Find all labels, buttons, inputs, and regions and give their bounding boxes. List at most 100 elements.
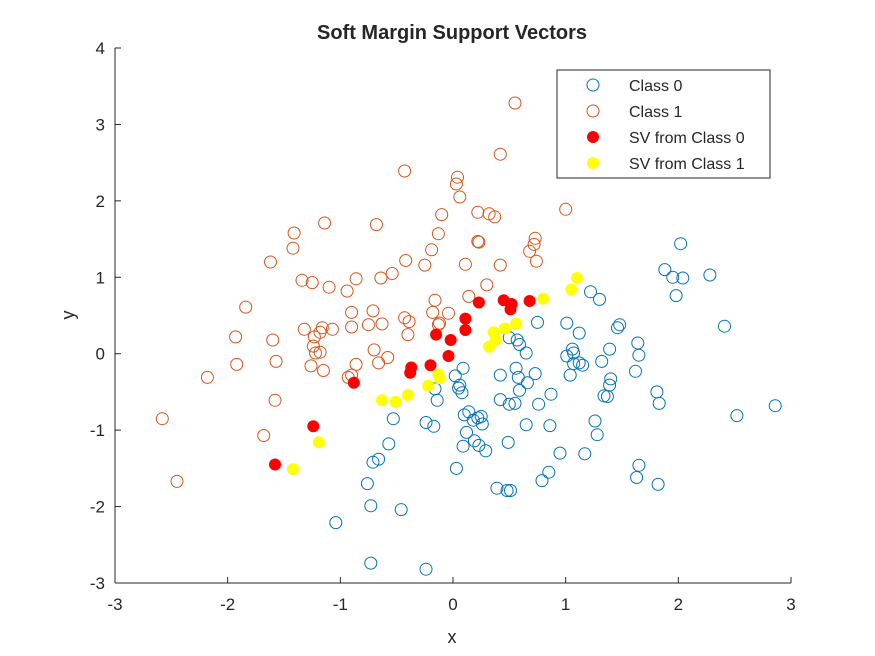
y-tick-label: -2 <box>90 498 105 517</box>
data-point <box>419 562 433 576</box>
data-point <box>425 243 439 257</box>
data-point <box>313 345 327 359</box>
data-point <box>200 370 214 384</box>
data-point <box>611 321 624 335</box>
support-vector-point <box>433 372 446 385</box>
data-point <box>431 227 445 241</box>
support-vector-point <box>504 303 517 316</box>
support-vector-point <box>424 359 437 372</box>
data-point <box>472 438 486 452</box>
support-vector-point <box>307 420 320 433</box>
data-point <box>479 444 493 458</box>
data-point <box>369 218 383 232</box>
data-point <box>651 477 665 491</box>
data-point <box>456 439 470 453</box>
data-point <box>718 319 731 333</box>
data-point <box>572 326 586 340</box>
data-point <box>543 419 557 433</box>
data-point <box>402 315 416 329</box>
data-point <box>448 369 462 383</box>
data-point <box>553 446 567 460</box>
series-3 <box>269 294 536 471</box>
data-point <box>433 316 446 330</box>
data-point <box>560 316 574 330</box>
data-point <box>535 474 549 488</box>
series-2 <box>155 96 573 488</box>
data-point <box>374 271 388 285</box>
data-point <box>513 383 526 397</box>
data-point <box>239 300 253 314</box>
data-point <box>456 361 470 375</box>
support-vector-point <box>565 283 578 296</box>
y-tick-label: 3 <box>96 115 105 134</box>
data-point <box>595 354 609 368</box>
support-vector-point <box>401 389 414 401</box>
data-point <box>349 272 363 286</box>
data-point <box>286 241 300 255</box>
data-point <box>493 368 507 382</box>
data-point <box>264 255 277 269</box>
legend-label: Class 0 <box>629 78 682 95</box>
x-tick-label: 0 <box>448 595 457 614</box>
data-point <box>509 361 523 375</box>
data-point <box>531 315 544 329</box>
data-point <box>451 170 464 184</box>
support-vector-point <box>523 295 536 307</box>
legend-label: SV from Class 1 <box>629 156 745 173</box>
data-point <box>632 458 646 472</box>
series-1 <box>329 237 782 576</box>
data-point <box>418 258 432 272</box>
data-point <box>613 318 627 332</box>
x-tick-label: 2 <box>674 595 683 614</box>
data-point <box>584 285 597 299</box>
data-point <box>501 435 515 449</box>
data-point <box>504 484 517 497</box>
support-vector-point <box>459 312 472 325</box>
data-point <box>366 304 380 318</box>
data-point <box>508 396 522 410</box>
data-point <box>266 333 280 347</box>
data-point <box>544 387 558 401</box>
data-point <box>730 409 744 423</box>
legend-marker <box>586 78 600 92</box>
data-point <box>318 216 332 230</box>
data-point <box>385 267 399 280</box>
data-point <box>455 386 469 400</box>
data-point <box>674 237 688 251</box>
data-point <box>493 258 507 272</box>
data-point <box>472 235 486 249</box>
x-tick-label: 1 <box>561 595 570 614</box>
data-point <box>493 393 507 407</box>
y-tick-label: 4 <box>96 39 105 58</box>
data-point <box>567 346 581 360</box>
data-point <box>398 311 412 325</box>
support-vector-point <box>444 334 457 346</box>
data-point <box>658 263 672 277</box>
data-point <box>364 556 378 570</box>
x-tick-label: -2 <box>220 595 235 614</box>
data-point <box>170 474 184 488</box>
data-point <box>576 358 590 372</box>
data-point <box>560 349 574 363</box>
data-point <box>430 393 444 407</box>
data-point <box>297 322 311 336</box>
data-point <box>399 254 413 267</box>
x-axis-label: x <box>448 627 457 647</box>
legend-label: SV from Class 0 <box>629 130 745 147</box>
data-point <box>375 317 389 331</box>
data-point <box>287 226 301 240</box>
data-point <box>229 330 243 344</box>
data-point <box>604 372 618 386</box>
data-point <box>630 471 644 484</box>
data-point <box>480 278 494 292</box>
data-point <box>452 381 466 395</box>
data-point <box>471 234 485 248</box>
legend-marker <box>586 104 600 118</box>
data-point <box>462 405 476 419</box>
data-point <box>528 231 542 245</box>
support-vector-point <box>459 324 472 336</box>
chart-title: Soft Margin Support Vectors <box>317 22 587 44</box>
data-point <box>309 346 322 360</box>
data-point <box>304 359 318 373</box>
